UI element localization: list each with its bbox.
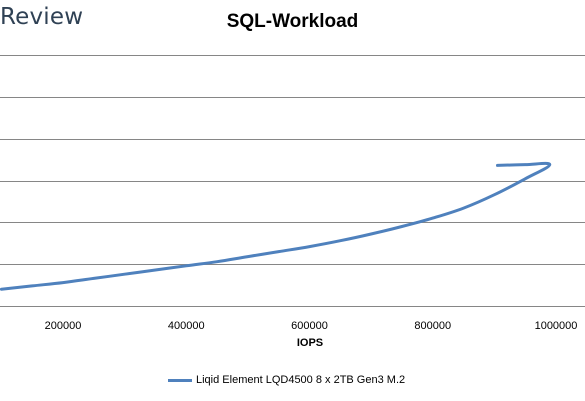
x-tick-label: 800000 bbox=[414, 320, 451, 332]
x-axis-label: IOPS bbox=[296, 337, 324, 349]
legend: Liqid Element LQD4500 8 x 2TB Gen3 M.2 bbox=[168, 372, 405, 388]
chart-title: SQL-Workload bbox=[226, 11, 359, 32]
series-group bbox=[0, 161, 552, 291]
legend-label: Liqid Element LQD4500 8 x 2TB Gen3 M.2 bbox=[196, 374, 406, 386]
site-logo-text: Review bbox=[0, 4, 84, 30]
gridlines bbox=[0, 55, 585, 307]
x-axis-ticks: 200000 400000 600000 800000 1000000 bbox=[45, 320, 578, 332]
x-tick-label: 600000 bbox=[291, 320, 328, 332]
x-tick-label: 1000000 bbox=[535, 320, 578, 332]
x-tick-label: 200000 bbox=[45, 320, 82, 332]
series-line-0 bbox=[0, 161, 552, 291]
legend-swatch bbox=[168, 378, 192, 382]
x-tick-label: 400000 bbox=[168, 320, 205, 332]
